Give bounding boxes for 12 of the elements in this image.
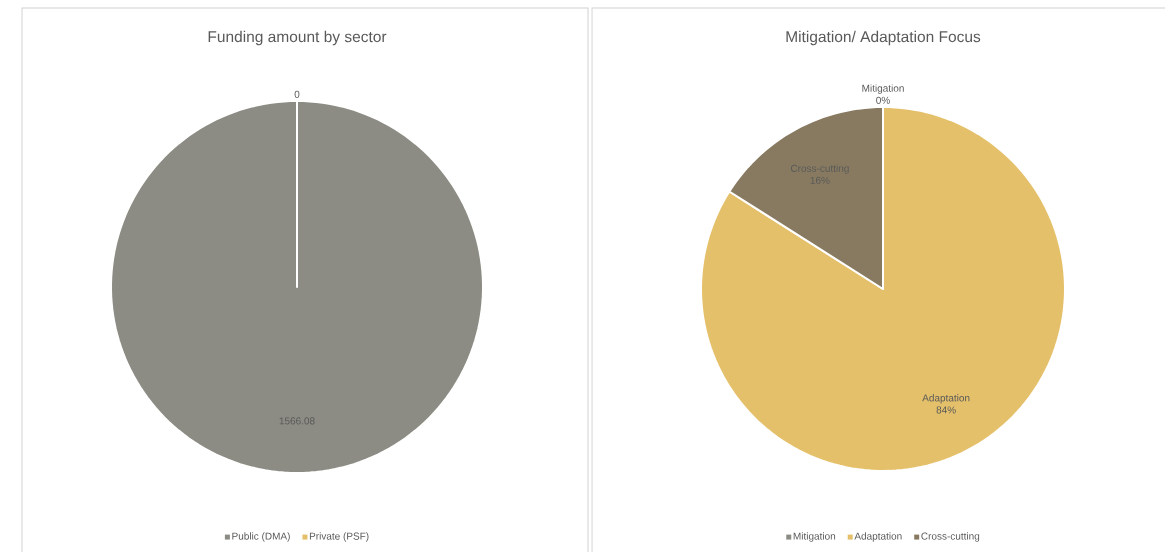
slice-label: Adaptation xyxy=(922,394,970,404)
text: 0 xyxy=(294,90,300,98)
legend-label: Mitigation xyxy=(793,532,836,542)
chart-title: Mitigation/ Adaptation Focus xyxy=(786,30,981,46)
legend-label: Private (PSF) xyxy=(309,532,369,542)
text: 0% xyxy=(876,96,890,104)
legend-label: Cross-cutting xyxy=(921,532,980,542)
data-label: 84% xyxy=(936,406,956,414)
chart-title: Funding amount by sector xyxy=(208,30,387,46)
category-label: Mitigation xyxy=(862,84,904,94)
legend-label: Public (DMA) xyxy=(232,532,290,542)
legend-label: Adaptation xyxy=(854,532,902,542)
